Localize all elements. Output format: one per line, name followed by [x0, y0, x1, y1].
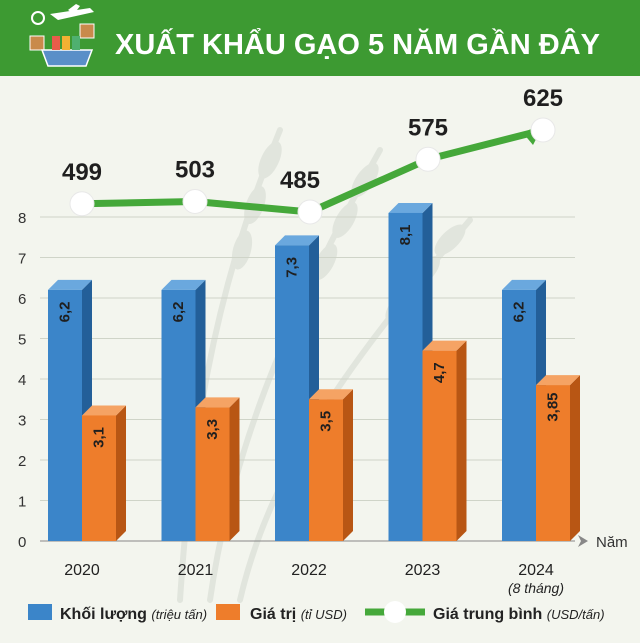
- bar-volume-2021-front: [161, 289, 196, 541]
- bar-value-2021-label: 3,3: [204, 419, 221, 440]
- price-label: 503: [175, 156, 215, 183]
- bar-value-2022-top: [309, 389, 353, 400]
- bar-volume-2023-label: 8,1: [397, 225, 414, 246]
- bar-value-2022-label: 3,5: [318, 411, 335, 432]
- bar-volume-2023-top: [388, 202, 433, 213]
- average-price-line: 499 503 485 575 625: [62, 85, 563, 225]
- category-sublabel: (8 tháng): [508, 580, 564, 596]
- y-tick-label: 5: [18, 332, 26, 349]
- y-tick-label: 7: [18, 251, 26, 268]
- price-label: 485: [280, 167, 320, 194]
- category-label: 2024: [518, 562, 554, 579]
- category-label: 2020: [64, 562, 100, 579]
- price-point: [297, 199, 323, 225]
- y-tick-label: 1: [18, 494, 26, 511]
- bar-value-2024-label: 3,85: [545, 392, 562, 421]
- bar-volume-2022: 7,3: [275, 235, 319, 541]
- y-tick-label: 8: [18, 210, 26, 227]
- bar-value-2023-label: 4,7: [431, 362, 448, 383]
- bar-value-2024: 3,85: [536, 375, 580, 541]
- x-axis-label: Năm: [596, 534, 628, 551]
- bar-volume-2021-label: 6,2: [170, 301, 187, 322]
- price-label: 575: [408, 114, 448, 141]
- bar-volume-2024-front: [502, 289, 536, 541]
- bar-value-2022-front: [309, 399, 343, 541]
- legend-swatch-price-marker: [384, 601, 406, 623]
- price-point: [530, 117, 556, 143]
- bar-value-2020-front: [82, 415, 116, 541]
- bar-value-2021-side: [229, 397, 240, 541]
- page-title: XUẤT KHẨU GẠO 5 NĂM GẦN ĐÂY: [115, 27, 600, 61]
- bar-volume-2022-label: 7,3: [284, 257, 301, 278]
- bar-value-2020-side: [116, 405, 126, 541]
- price-label: 625: [523, 85, 563, 112]
- bar-value-2021: 3,3: [195, 397, 240, 541]
- price-point: [415, 146, 441, 172]
- bar-value-2023: 4,7: [422, 340, 467, 541]
- bar-value-2022-side: [343, 389, 353, 541]
- price-point: [69, 191, 95, 217]
- bar-value-2020: 3,1: [82, 405, 126, 541]
- bar-volume-2024-top: [502, 279, 546, 290]
- bar-value-2024-front: [536, 385, 570, 541]
- y-tick-label: 4: [18, 372, 26, 389]
- bar-volume-2024-label: 6,2: [511, 301, 528, 322]
- bar-value-2021-top: [195, 397, 240, 408]
- bar-volume-2022-top: [275, 235, 319, 246]
- bar-value-2023-side: [456, 340, 467, 541]
- bar-volume-2020-top: [48, 279, 92, 290]
- bar-value-2021-front: [195, 407, 230, 541]
- bar-volume-2021-top: [161, 279, 206, 290]
- y-tick-label: 3: [18, 413, 26, 430]
- header-bar: [0, 0, 640, 76]
- y-tick-label: 0: [18, 534, 26, 551]
- bar-volume-2020: 6,2: [48, 279, 92, 541]
- legend: Khối lượng (triệu tấn) Giá trị (tỉ USD) …: [28, 601, 605, 623]
- bar-value-2024-top: [536, 375, 580, 386]
- bar-value-2023-front: [422, 350, 457, 541]
- bar-value-2020-top: [82, 405, 126, 416]
- legend-swatch-volume: [28, 604, 52, 620]
- legend-label-volume: Khối lượng (triệu tấn): [60, 606, 207, 623]
- bar-value-2020-label: 3,1: [91, 427, 108, 448]
- bar-value-2023-top: [422, 340, 467, 351]
- category-label: 2022: [291, 562, 327, 579]
- x-axis-arrow-icon: [578, 535, 588, 547]
- rice-export-icon: [29, 4, 95, 67]
- x-axis-categories: 2020 2021 2022 2023 2024(8 tháng): [64, 562, 564, 596]
- price-label: 499: [62, 159, 102, 186]
- price-point: [182, 188, 208, 214]
- legend-swatch-value: [216, 604, 240, 620]
- category-label: 2023: [405, 562, 441, 579]
- bar-value-2022: 3,5: [309, 389, 353, 541]
- legend-label-price: Giá trung bình (USD/tấn): [433, 606, 605, 623]
- y-tick-label: 6: [18, 291, 26, 308]
- bar-volume-2020-label: 6,2: [57, 301, 74, 322]
- legend-label-value: Giá trị (tỉ USD): [250, 606, 347, 623]
- bar-volume-2020-front: [48, 289, 82, 541]
- y-tick-label: 2: [18, 453, 26, 470]
- category-label: 2021: [178, 562, 214, 579]
- bar-volume-2022-front: [275, 245, 309, 541]
- bar-value-2024-side: [570, 375, 580, 541]
- bar-volume-2023-front: [388, 212, 423, 541]
- bars: 6,2 3,1 6,2 3,3 7,3 3,5 8,1 4,7 6,2 3,85: [48, 202, 580, 541]
